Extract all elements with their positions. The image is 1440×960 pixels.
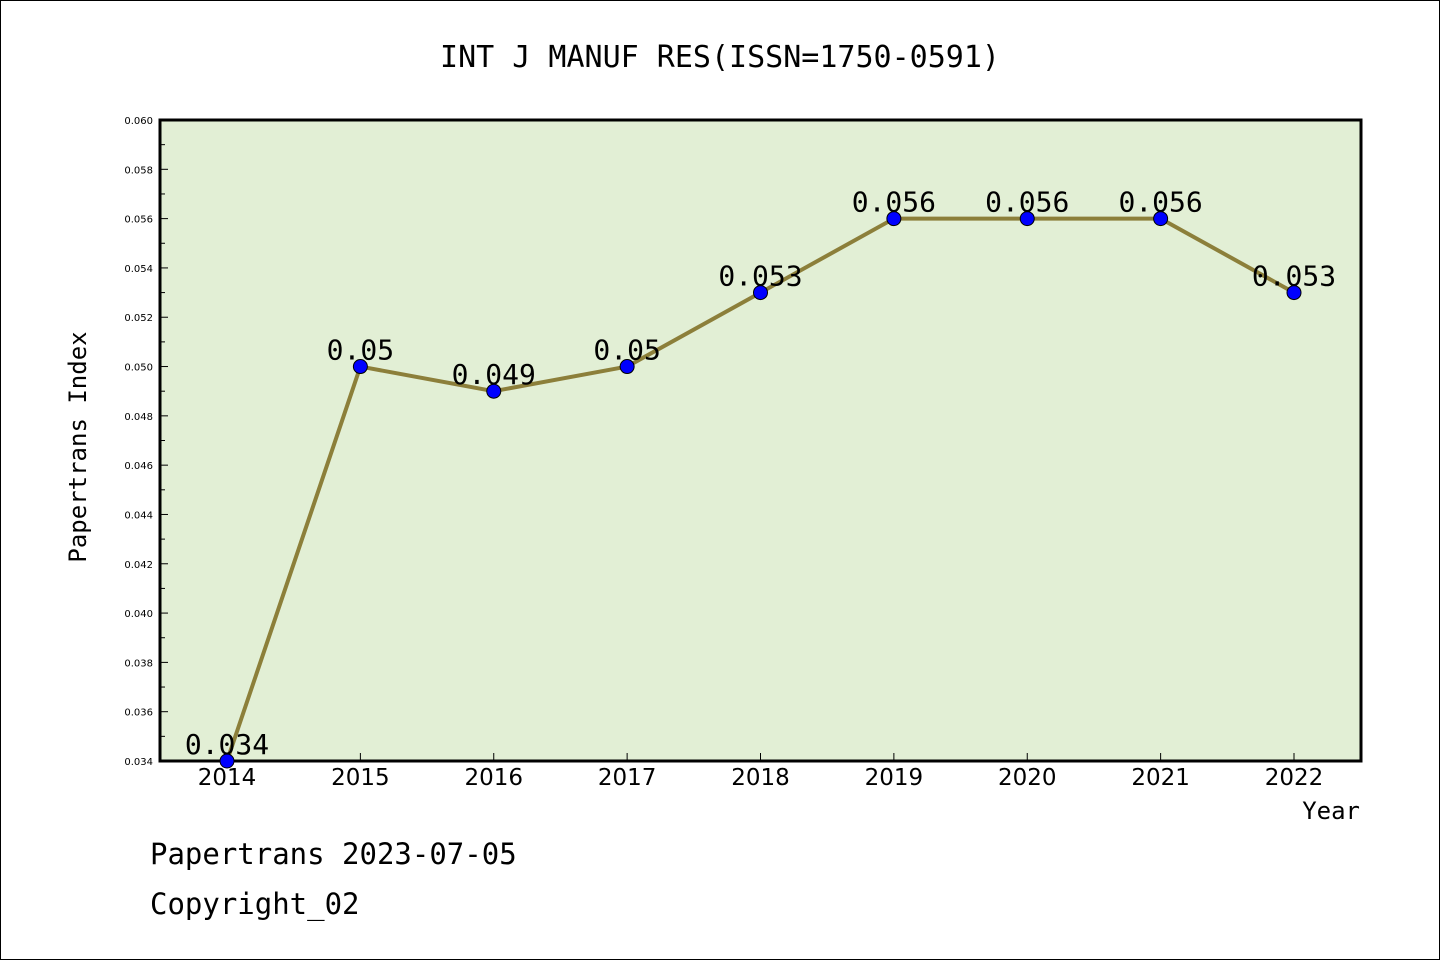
data-label: 0.053 <box>718 260 802 293</box>
data-label: 0.056 <box>985 186 1069 219</box>
x-tick-label: 2021 <box>1131 765 1190 791</box>
x-tick-label: 2018 <box>731 765 790 791</box>
data-label: 0.034 <box>185 728 269 761</box>
x-tick-label: 2014 <box>198 765 257 791</box>
y-tick-label: 0.050 <box>124 363 153 374</box>
data-point <box>352 359 368 375</box>
x-tick-label: 2017 <box>598 765 657 791</box>
y-tick-label: 0.060 <box>124 116 153 127</box>
data-point <box>886 211 902 227</box>
y-tick-label: 0.034 <box>124 757 153 768</box>
data-label: 0.053 <box>1252 260 1336 293</box>
data-label: 0.05 <box>593 334 660 367</box>
x-tick-label: 2020 <box>998 765 1057 791</box>
y-tick-label: 0.052 <box>124 313 153 324</box>
footer-date: Papertrans 2023-07-05 <box>150 837 517 871</box>
data-label: 0.049 <box>452 358 536 391</box>
data-point <box>486 383 502 399</box>
x-tick-label: 2015 <box>331 765 390 791</box>
chart-title: INT J MANUF RES(ISSN=1750-0591) <box>440 40 1000 75</box>
x-tick-label: 2019 <box>865 765 924 791</box>
data-label: 0.056 <box>852 186 936 219</box>
y-tick-label: 0.058 <box>124 165 153 176</box>
series-markers <box>219 211 1302 769</box>
y-tick-label: 0.046 <box>124 461 153 472</box>
data-label: 0.056 <box>1118 186 1202 219</box>
y-tick-label: 0.038 <box>124 658 153 669</box>
x-tick-label: 2016 <box>464 765 523 791</box>
y-axis: 0.034 0.036 0.038 0.040 0.042 0.044 0.046 0.048… <box>124 116 168 768</box>
data-point <box>219 753 235 769</box>
y-tick-label: 0.042 <box>124 560 153 571</box>
plot-area <box>158 118 1363 763</box>
y-tick-label: 0.036 <box>124 708 153 719</box>
y-tick-label: 0.054 <box>124 264 153 275</box>
data-point <box>1286 285 1302 301</box>
x-axis-label: Year <box>1302 797 1360 825</box>
footer-copyright: Copyright_02 <box>150 887 360 922</box>
data-point <box>1019 211 1035 227</box>
y-tick-label: 0.056 <box>124 215 153 226</box>
x-axis: 2014 2015 2016 2017 2018 2019 2020 2021 2022 <box>198 753 1324 791</box>
data-point <box>753 285 768 301</box>
y-tick-label: 0.044 <box>124 510 153 521</box>
y-tick-label: 0.040 <box>124 609 153 620</box>
data-point <box>619 359 635 375</box>
x-tick-label: 2022 <box>1265 765 1324 791</box>
data-label: 0.05 <box>327 334 394 367</box>
y-tick-label: 0.048 <box>124 412 153 423</box>
data-labels: 0.034 0.05 0.049 0.05 0.053 0.056 0.056 0.056 0.… <box>185 186 1336 761</box>
data-point <box>1153 211 1169 227</box>
y-axis-label: Papertrans Index <box>64 331 92 562</box>
